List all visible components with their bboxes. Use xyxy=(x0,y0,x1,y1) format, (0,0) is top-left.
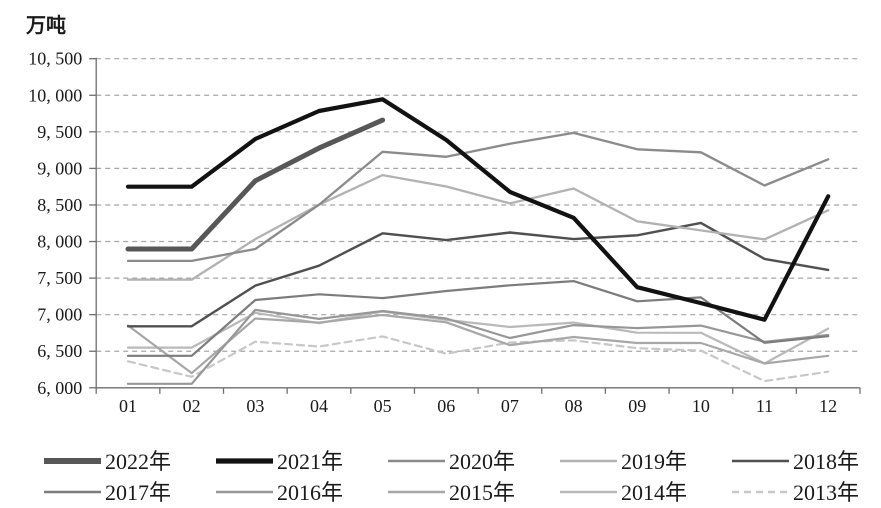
legend-label-2020: 2020年 xyxy=(449,449,515,474)
x-tick-label: 10 xyxy=(692,396,710,416)
legend-item-2022: 2022年 xyxy=(44,449,171,474)
legend-item-2019: 2019年 xyxy=(560,449,687,474)
legend-item-2016: 2016年 xyxy=(216,480,343,505)
x-tick-label: 12 xyxy=(819,396,837,416)
legend-label-2014: 2014年 xyxy=(621,480,687,505)
x-tick-label: 09 xyxy=(628,396,646,416)
legend-item-2015: 2015年 xyxy=(388,480,515,505)
legend-label-2016: 2016年 xyxy=(277,480,343,505)
x-tick-label: 04 xyxy=(310,396,328,416)
x-tick-label: 06 xyxy=(437,396,455,416)
legend-item-2014: 2014年 xyxy=(560,480,687,505)
legend-label-2013: 2013年 xyxy=(793,480,859,505)
x-tick-label: 03 xyxy=(246,396,264,416)
y-tick-label: 9, 500 xyxy=(37,122,82,142)
y-tick-label: 9, 000 xyxy=(37,158,82,178)
series-line-2021 xyxy=(125,97,831,322)
y-tick-label: 6, 500 xyxy=(37,341,82,361)
y-tick-label: 6, 000 xyxy=(37,378,82,398)
series-line-2019 xyxy=(126,173,830,281)
y-tick-label: 10, 500 xyxy=(28,49,82,69)
x-tick-label: 01 xyxy=(119,396,137,416)
y-tick-label: 8, 000 xyxy=(37,232,82,252)
legend-item-2013: 2013年 xyxy=(732,480,859,505)
y-tick-label: 8, 500 xyxy=(37,195,82,215)
series-line-2016 xyxy=(126,308,830,385)
legend-label-2018: 2018年 xyxy=(793,449,859,474)
y-axis-unit-label: 万吨 xyxy=(25,13,66,37)
x-tick-label: 07 xyxy=(501,396,519,416)
legend-label-2021: 2021年 xyxy=(277,449,343,474)
series-line-2018 xyxy=(126,221,830,328)
series-line-2015 xyxy=(126,313,830,375)
legend-label-2019: 2019年 xyxy=(621,449,687,474)
x-tick-label: 02 xyxy=(183,396,201,416)
series-line-2020 xyxy=(126,131,830,263)
legend-label-2017: 2017年 xyxy=(105,480,171,505)
y-tick-label: 7, 500 xyxy=(37,268,82,288)
x-tick-label: 05 xyxy=(374,396,392,416)
x-tick-label: 11 xyxy=(756,396,773,416)
legend-item-2017: 2017年 xyxy=(44,480,171,505)
y-tick-label: 7, 000 xyxy=(37,305,82,325)
legend-item-2020: 2020年 xyxy=(388,449,515,474)
series-line-2022 xyxy=(125,117,386,252)
legend-item-2021: 2021年 xyxy=(216,449,343,474)
series-line-2014 xyxy=(126,310,830,365)
legend-label-2015: 2015年 xyxy=(449,480,515,505)
x-tick-label: 08 xyxy=(565,396,583,416)
legend-label-2022: 2022年 xyxy=(105,449,171,474)
y-tick-label: 10, 000 xyxy=(28,85,82,105)
series-line-2013 xyxy=(126,335,830,383)
legend-item-2018: 2018年 xyxy=(732,449,859,474)
